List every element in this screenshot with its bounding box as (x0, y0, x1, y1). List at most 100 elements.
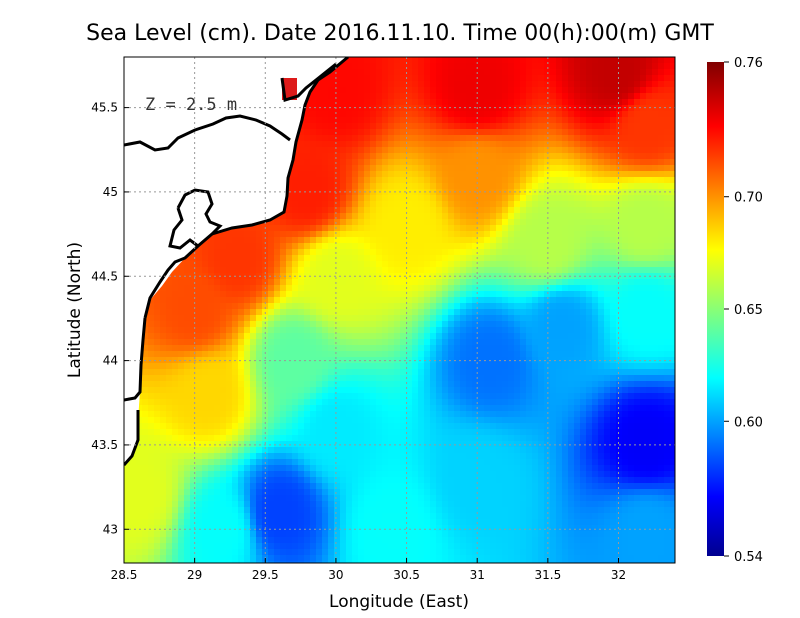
field-cell (598, 273, 605, 280)
field-cell (364, 177, 371, 184)
field-cell (364, 165, 371, 172)
field-cell (274, 219, 281, 226)
field-cell (442, 309, 449, 316)
field-cell (148, 375, 155, 382)
field-cell (592, 363, 599, 370)
field-cell (256, 351, 263, 358)
field-cell (382, 153, 389, 160)
field-cell (430, 297, 437, 304)
field-cell (178, 381, 185, 388)
field-cell (532, 333, 539, 340)
field-cell (490, 261, 497, 268)
field-cell (166, 333, 173, 340)
field-cell (352, 261, 359, 268)
field-cell (424, 345, 431, 352)
field-cell (274, 231, 281, 238)
field-cell (322, 303, 329, 310)
field-cell (466, 309, 473, 316)
field-cell (286, 195, 293, 202)
field-cell (652, 243, 659, 250)
field-cell (562, 99, 569, 106)
field-cell (208, 273, 215, 280)
field-cell (472, 105, 479, 112)
field-cell (454, 159, 461, 166)
field-cell (604, 231, 611, 238)
field-cell (376, 81, 383, 88)
field-cell (496, 93, 503, 100)
field-cell (238, 225, 245, 232)
field-cell (436, 129, 443, 136)
field-cell (514, 195, 521, 202)
field-cell (424, 315, 431, 322)
field-cell (574, 135, 581, 142)
field-cell (214, 243, 221, 250)
field-cell (322, 117, 329, 124)
field-cell (340, 129, 347, 136)
field-cell (328, 333, 335, 340)
field-cell (322, 123, 329, 130)
field-cell (604, 57, 611, 64)
field-cell (316, 147, 323, 154)
field-cell (226, 267, 233, 274)
field-cell (208, 315, 215, 322)
field-cell (190, 375, 197, 382)
field-cell (340, 189, 347, 196)
field-cell (598, 345, 605, 352)
field-cell (394, 63, 401, 70)
field-cell (340, 171, 347, 178)
field-cell (256, 267, 263, 274)
field-cell (424, 249, 431, 256)
field-cell (544, 213, 551, 220)
field-cell (562, 165, 569, 172)
field-cell (352, 243, 359, 250)
field-cell (598, 189, 605, 196)
field-cell (640, 249, 647, 256)
field-cell (160, 375, 167, 382)
field-cell (592, 111, 599, 118)
field-cell (424, 303, 431, 310)
field-cell (154, 333, 161, 340)
field-cell (502, 171, 509, 178)
field-cell (466, 375, 473, 382)
field-cell (370, 255, 377, 262)
field-cell (334, 213, 341, 220)
field-cell (412, 213, 419, 220)
field-cell (448, 279, 455, 286)
field-cell (418, 165, 425, 172)
field-cell (652, 105, 659, 112)
field-cell (454, 153, 461, 160)
field-cell (238, 327, 245, 334)
field-cell (382, 141, 389, 148)
field-cell (532, 207, 539, 214)
field-cell (652, 129, 659, 136)
field-cell (460, 147, 467, 154)
field-cell (616, 123, 623, 130)
field-cell (508, 189, 515, 196)
field-cell (670, 171, 675, 178)
field-cell (478, 363, 485, 370)
field-cell (160, 327, 167, 334)
field-cell (286, 345, 293, 352)
field-cell (478, 237, 485, 244)
field-cell (172, 297, 179, 304)
field-cell (286, 231, 293, 238)
field-cell (268, 339, 275, 346)
field-cell (526, 195, 533, 202)
field-cell (568, 105, 575, 112)
field-cell (196, 381, 203, 388)
field-cell (328, 177, 335, 184)
field-cell (616, 231, 623, 238)
field-cell (424, 279, 431, 286)
field-cell (466, 195, 473, 202)
field-cell (466, 261, 473, 268)
field-cell (634, 165, 641, 172)
field-cell (652, 279, 659, 286)
field-cell (658, 243, 665, 250)
field-cell (544, 135, 551, 142)
field-cell (364, 345, 371, 352)
field-cell (634, 171, 641, 178)
field-cell (298, 249, 305, 256)
field-cell (658, 117, 665, 124)
field-cell (526, 267, 533, 274)
field-cell (430, 315, 437, 322)
